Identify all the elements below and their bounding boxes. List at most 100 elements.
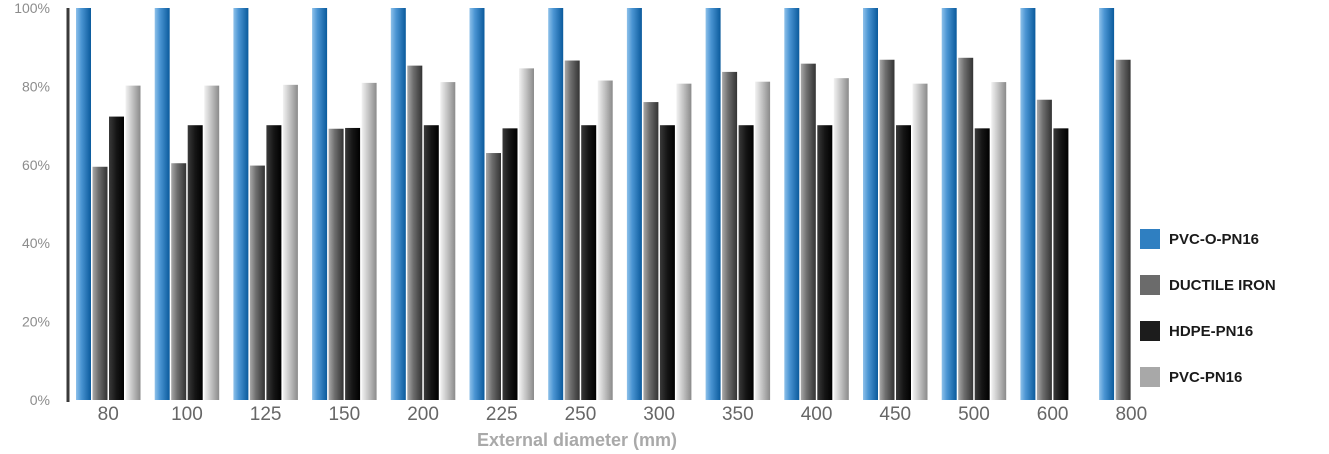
bars [76,8,1131,401]
legend-swatch [1140,275,1160,295]
legend-label: PVC-PN16 [1169,368,1243,386]
bar-group-400 [784,8,849,400]
legend-swatch [1140,321,1160,341]
bar-hdpe-pn16-500 [974,128,990,400]
bar-group-80 [76,8,141,401]
bar-group-800 [1099,8,1131,401]
legend-item: HDPE-PN16 [1140,320,1325,342]
bar-ductile-iron-225 [486,153,501,400]
bar-pvc-o-pn16-500 [941,8,957,400]
y-tick-label: 100% [14,0,50,16]
bar-pvc-o-pn16-225 [469,8,485,400]
bar-hdpe-pn16-80 [109,116,124,401]
bar-hdpe-pn16-200 [423,125,439,400]
bar-pvc-o-pn16-100 [154,8,170,400]
x-tick-label: 200 [407,404,439,425]
bar-ductile-iron-350 [722,71,738,400]
bar-hdpe-pn16-150 [345,127,361,401]
x-tick-label: 225 [486,404,518,425]
x-tick-label: 400 [801,404,833,425]
bar-group-200 [390,8,456,401]
bar-pvc-pn16-100 [204,85,220,400]
bar-ductile-iron-80 [92,166,108,400]
legend-label: DUCTILE IRON [1169,276,1276,294]
bar-group-225 [469,8,534,401]
bar-pvc-o-pn16-450 [863,8,878,400]
bar-pvc-o-pn16-125 [233,8,249,400]
y-tick-label: 80% [22,78,50,94]
bar-group-450 [863,8,928,401]
bar-group-350 [705,8,771,401]
legend-label: PVC-O-PN16 [1169,230,1260,248]
bar-ductile-iron-150 [328,128,344,400]
x-tick-label: 350 [722,404,754,425]
bar-group-125 [233,8,298,400]
bar-pvc-pn16-200 [440,82,456,400]
x-tick-label: 450 [879,404,911,425]
bar-pvc-o-pn16-800 [1099,8,1115,400]
bar-ductile-iron-600 [1036,99,1052,400]
bar-pvc-pn16-225 [519,68,534,401]
bar-pvc-o-pn16-350 [705,8,721,400]
bar-pvc-pn16-250 [597,80,613,401]
y-tick-label: 40% [22,235,50,251]
bar-ductile-iron-125 [249,165,265,400]
x-tick-label: 300 [643,404,675,425]
legend-item: DUCTILE IRON [1140,274,1325,296]
x-axis-title: External diameter (mm) [477,430,677,450]
bar-ductile-iron-450 [879,59,895,401]
bar-group-150 [312,8,377,401]
bar-pvc-o-pn16-300 [626,8,642,400]
bar-pvc-pn16-400 [833,78,849,400]
bar-hdpe-pn16-350 [738,125,754,400]
bar-pvc-pn16-350 [755,81,771,401]
x-tick-label: 500 [958,404,990,425]
bar-ductile-iron-500 [958,57,974,401]
x-tick-label: 250 [565,404,597,425]
bar-hdpe-pn16-125 [266,125,282,400]
y-axis: 0% 20% 40% 60% 80% 100% [14,0,70,408]
bar-hdpe-pn16-450 [896,125,911,400]
bar-pvc-pn16-125 [282,84,298,400]
bar-pvc-o-pn16-80 [76,8,91,400]
bar-ductile-iron-400 [800,63,816,400]
bar-pvc-pn16-500 [991,82,1007,400]
x-tick-label: 100 [171,404,203,425]
y-tick-label: 60% [22,157,50,173]
legend-item: PVC-PN16 [1140,366,1325,388]
bar-hdpe-pn16-600 [1053,128,1069,400]
bar-pvc-pn16-300 [676,83,692,400]
legend-item: PVC-O-PN16 [1140,228,1325,250]
legend-label: HDPE-PN16 [1169,322,1254,340]
y-tick-label: 20% [22,314,50,330]
legend-swatch [1140,367,1160,387]
x-tick-label: 600 [1037,404,1069,425]
bar-pvc-pn16-80 [125,85,141,400]
bar-hdpe-pn16-225 [502,128,518,400]
bar-pvc-pn16-150 [361,82,377,400]
bar-hdpe-pn16-250 [581,125,597,400]
bar-ductile-iron-800 [1115,59,1131,401]
bar-pvc-o-pn16-200 [390,8,406,400]
bar-pvc-o-pn16-400 [784,8,800,400]
bar-hdpe-pn16-300 [659,125,675,400]
bar-group-250 [548,8,613,401]
bar-hdpe-pn16-100 [187,125,203,400]
bar-pvc-pn16-450 [912,83,928,400]
x-tick-label: 150 [328,404,360,425]
x-tick-label: 800 [1115,404,1147,425]
bar-ductile-iron-250 [564,60,580,400]
x-tick-label: 80 [98,404,119,425]
x-axis-labels: 80 100 125 150 200 225 250 300 350 400 450 500 600 80… [98,404,1148,425]
bar-group-500 [941,8,1007,401]
bar-pvc-o-pn16-600 [1020,8,1036,400]
bar-pvc-o-pn16-250 [548,8,564,400]
bar-pvc-o-pn16-150 [312,8,328,400]
bar-group-600 [1020,8,1069,400]
bar-ductile-iron-100 [171,163,187,400]
bar-hdpe-pn16-400 [817,125,833,400]
legend: PVC-O-PN16 DUCTILE IRON HDPE-PN16 PVC-PN16 [1140,228,1325,412]
bar-group-100 [154,8,220,400]
y-tick-label: 0% [30,392,50,408]
